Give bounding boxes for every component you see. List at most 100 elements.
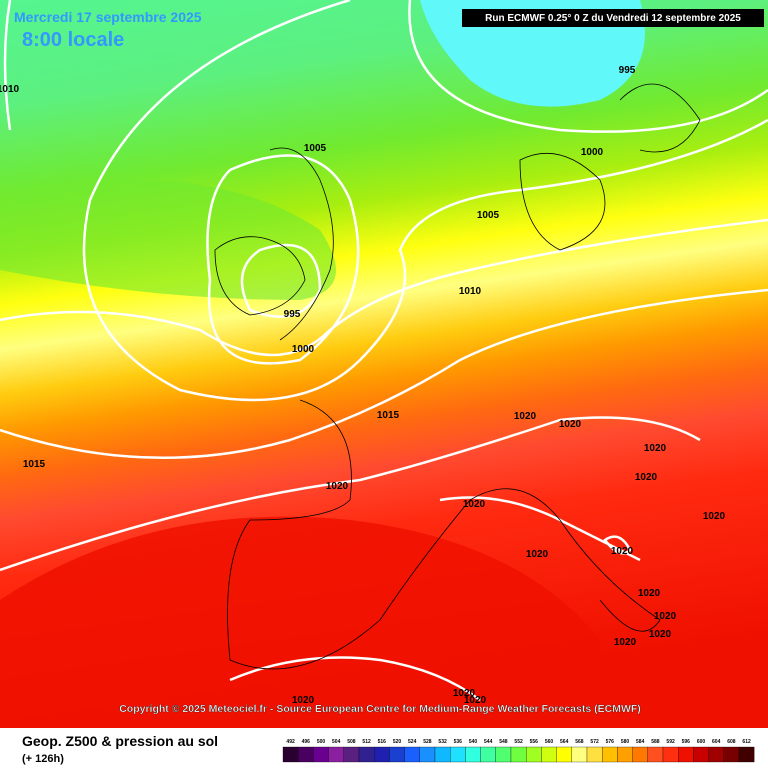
scale-swatch [526, 746, 542, 763]
scale-swatch [632, 746, 648, 763]
scale-swatch [571, 746, 588, 763]
scale-swatch [389, 746, 405, 763]
scale-swatch [434, 746, 451, 763]
scale-label: 516 [378, 739, 387, 745]
isobar-label: 1020 [464, 695, 487, 706]
isobar-label: 1020 [611, 546, 634, 557]
map-date: Mercredi 17 septembre 2025 [14, 9, 202, 25]
copyright: Copyright © 2025 Meteociel.fr - Source E… [119, 703, 641, 715]
isobar-label: 1020 [638, 588, 661, 599]
scale-label: 528 [423, 739, 432, 745]
isobar-label: 1020 [514, 411, 537, 422]
scale-label: 544 [484, 739, 493, 745]
scale-label: 536 [454, 739, 463, 745]
scale-label: 532 [438, 739, 447, 745]
scale-label: 580 [621, 739, 630, 745]
isobar-label: 1020 [453, 688, 476, 699]
scale-swatch [556, 746, 572, 763]
scale-swatch [678, 746, 694, 763]
isobar-label: 1010 [0, 84, 20, 95]
scale-label: 504 [332, 739, 341, 745]
isobar-labels: 1010995100510001005101099510001015102010… [0, 65, 726, 706]
scale-swatch [647, 746, 664, 763]
scale-label: 552 [514, 739, 523, 745]
scale-label: 512 [362, 739, 371, 745]
scale-swatch [282, 746, 299, 763]
scale-swatch [602, 746, 618, 763]
green-zone [0, 180, 336, 300]
scale-label: 568 [575, 739, 584, 745]
isobar-label: 1005 [304, 143, 327, 154]
scale-label: 564 [560, 739, 569, 745]
color-scale: 492 496 500 504 508 512 516 520 524 528 532 536 540 5… [282, 739, 755, 763]
scale-swatch [708, 746, 724, 763]
isobar-label: 1020 [463, 499, 486, 510]
scale-label: 548 [499, 739, 508, 745]
scale-label: 560 [545, 739, 554, 745]
isobar-label: 1020 [292, 695, 315, 706]
scale-label: 540 [469, 739, 478, 745]
isobar-label: 1020 [326, 481, 349, 492]
isobar-label: 1015 [377, 410, 400, 421]
isobar-label: 995 [619, 65, 636, 76]
scale-swatch [374, 746, 390, 763]
scale-label: 500 [317, 739, 326, 745]
scale-label: 588 [651, 739, 660, 745]
isobar-label: 1000 [581, 147, 604, 158]
isobar-label: 1020 [526, 549, 549, 560]
map-area [0, 0, 768, 728]
scale-label: 576 [606, 739, 615, 745]
scale-swatch [738, 746, 755, 763]
scale-swatch [495, 746, 512, 763]
legend-subtitle: (+ 126h) [22, 753, 64, 765]
scale-swatch [358, 746, 375, 763]
scale-swatch [450, 746, 466, 763]
scale-label: 600 [697, 739, 706, 745]
scale-swatch [480, 746, 496, 763]
scale-swatch [723, 746, 740, 763]
scale-label: 592 [666, 739, 675, 745]
scale-swatch [343, 746, 360, 763]
scale-swatch [404, 746, 420, 763]
isobar-label: 1020 [654, 611, 677, 622]
scale-swatch [510, 746, 527, 763]
isobar-label: 1020 [649, 629, 672, 640]
scale-label: 604 [712, 739, 721, 745]
scale-label: 492 [286, 739, 295, 745]
scale-swatch [328, 746, 344, 763]
scale-swatch [586, 746, 603, 763]
scale-label: 572 [590, 739, 599, 745]
scale-label: 496 [302, 739, 311, 745]
run-info: Run ECMWF 0.25° 0 Z du Vendredi 12 septe… [485, 13, 741, 24]
scale-swatch [617, 746, 633, 763]
isobar-label: 1005 [477, 210, 500, 221]
scale-swatch [298, 746, 314, 763]
scale-label: 524 [408, 739, 417, 745]
scale-label: 608 [727, 739, 736, 745]
legend-title: Geop. Z500 & pression au sol [22, 733, 218, 749]
scale-swatch [662, 746, 679, 763]
isobar-label: 1020 [644, 443, 667, 454]
scale-swatch [313, 746, 329, 763]
scale-label: 596 [682, 739, 691, 745]
isobar-label: 1020 [614, 637, 637, 648]
scale-label: 556 [530, 739, 539, 745]
isobar-label: 995 [284, 309, 301, 320]
isobar-label: 1020 [703, 511, 726, 522]
scale-label: 508 [347, 739, 356, 745]
scale-swatch [541, 746, 557, 763]
scale-swatch [693, 746, 709, 763]
isobar-label: 1015 [23, 459, 46, 470]
isobar-label: 1020 [635, 472, 658, 483]
scale-label: 612 [742, 739, 751, 745]
coastlines [214, 83, 701, 670]
isobar-label: 1020 [559, 419, 582, 430]
scale-swatch [419, 746, 436, 763]
scale-label: 520 [393, 739, 402, 745]
scale-swatch [465, 746, 481, 763]
isobar-label: 1010 [459, 286, 482, 297]
isobar-label: 1000 [292, 344, 315, 355]
red-zone [0, 516, 600, 728]
run-box [462, 9, 764, 27]
